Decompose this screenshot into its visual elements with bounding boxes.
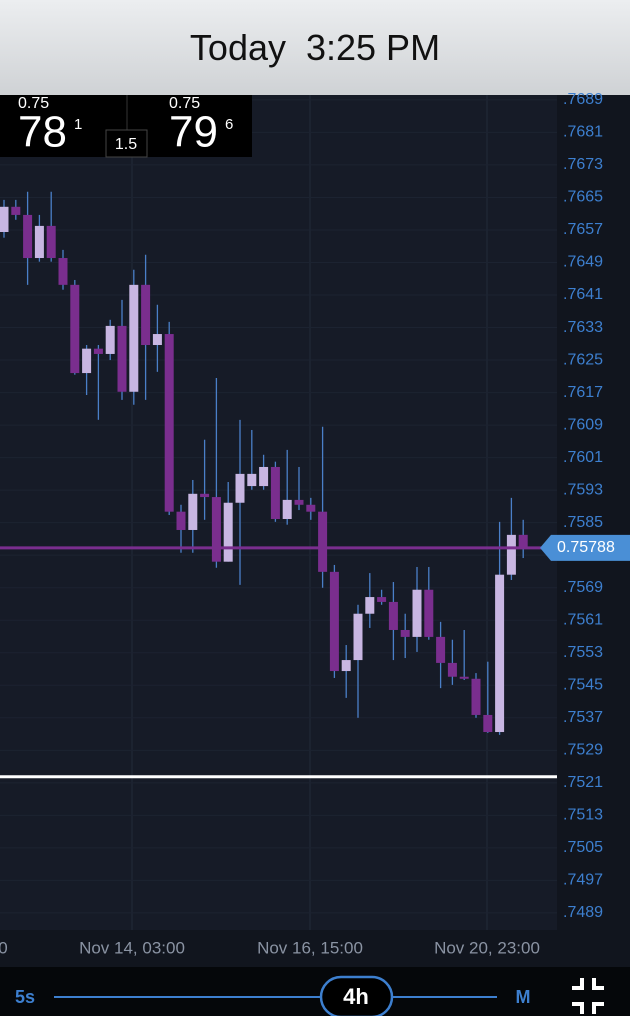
spread: 1.5 [115, 136, 137, 153]
candle-body [412, 589, 422, 637]
control-bar [0, 967, 630, 1016]
candle-body [329, 571, 339, 672]
y-tick-label: .7569 [563, 579, 603, 596]
y-tick-label: .7601 [563, 449, 603, 466]
candle-body [34, 225, 44, 259]
y-tick-label: .7633 [563, 319, 603, 336]
ask-size: 0.75 [169, 95, 200, 112]
y-tick-label: .7649 [563, 254, 603, 271]
ask-pip: 6 [225, 116, 233, 133]
candle-body [495, 574, 505, 733]
candle-body [11, 206, 21, 215]
y-tick-label: .7593 [563, 481, 603, 498]
candle-body [388, 601, 398, 630]
timeframe-pill[interactable] [319, 975, 394, 1016]
candle-body [117, 325, 127, 392]
price-tag [540, 534, 630, 561]
timeframe-min[interactable]: 5s [15, 987, 35, 1007]
candle-body [176, 511, 186, 530]
candle-body [129, 284, 139, 392]
candle-body [294, 499, 304, 505]
bid-big: 78 [18, 108, 67, 157]
x-tick-label: 0 [0, 938, 8, 957]
bid-size: 0.75 [18, 95, 49, 112]
candle-body [259, 466, 269, 487]
y-tick-label: .7689 [563, 91, 603, 108]
candle-body [353, 613, 363, 661]
y-tick-label: .7489 [563, 904, 603, 921]
candle-body [341, 660, 351, 672]
x-tick-label: Nov 20, 23:00 [434, 938, 540, 957]
candle-body [0, 206, 9, 232]
y-tick-label: .7617 [563, 384, 603, 401]
candle-body [82, 348, 92, 374]
y-tick-label: .7641 [563, 286, 603, 303]
candle-body [483, 714, 493, 733]
price-tag-label: 0.75788 [557, 539, 615, 556]
y-tick-label: .7497 [563, 872, 603, 889]
candle-body [506, 534, 516, 575]
y-tick-label: .7545 [563, 676, 603, 693]
candle-body [306, 504, 316, 512]
y-tick-label: .7537 [563, 709, 603, 726]
candle-body [282, 499, 292, 520]
candle-body [247, 473, 257, 487]
candle-body [424, 589, 434, 637]
spread-box [105, 129, 148, 158]
y-tick-label: .7521 [563, 774, 603, 791]
y-tick-label: .7513 [563, 807, 603, 824]
candle-body [377, 597, 387, 602]
candle-body [235, 473, 245, 503]
candle-body [436, 636, 446, 663]
candle-body [270, 466, 280, 520]
candle-body [23, 214, 33, 259]
candle-body [105, 325, 115, 354]
bid-pip: 1 [74, 116, 82, 133]
y-tick-label: .7665 [563, 189, 603, 206]
candle-body [447, 662, 457, 677]
candle-body [164, 334, 174, 512]
candle-body [471, 678, 481, 715]
candle-body [211, 497, 221, 562]
candle-body [70, 284, 80, 374]
y-tick-label: .7681 [563, 124, 603, 141]
candle-body [400, 629, 410, 637]
x-axis-bg [0, 930, 630, 967]
timeframe-current[interactable]: 4h [343, 984, 369, 1009]
y-tick-label: .7609 [563, 416, 603, 433]
axis-bg [557, 95, 630, 930]
y-tick-label: .7625 [563, 351, 603, 368]
y-tick-label: .7561 [563, 611, 603, 628]
header-title: Today 3:25 PM [0, 0, 630, 95]
candle-body [152, 334, 162, 346]
candle-body [518, 534, 528, 548]
candle-body [459, 676, 469, 679]
candle-body [188, 493, 198, 530]
x-tick-label: Nov 14, 03:00 [79, 938, 185, 957]
candle-body [141, 284, 151, 346]
y-tick-label: .7505 [563, 839, 603, 856]
candle-body [200, 493, 210, 498]
y-tick-label: .7553 [563, 644, 603, 661]
ask-big: 79 [169, 108, 218, 157]
candle-body [93, 348, 103, 354]
candle-body [223, 502, 233, 562]
timeframe-max[interactable]: M [516, 987, 531, 1007]
y-tick-label: .7585 [563, 514, 603, 531]
candle-body [365, 597, 375, 614]
x-tick-label: Nov 16, 15:00 [257, 938, 363, 957]
collapse-icon[interactable] [572, 978, 604, 1014]
candle-body [318, 511, 328, 572]
y-tick-label: .7657 [563, 221, 603, 238]
candle-body [58, 258, 68, 285]
candle-body [46, 225, 56, 259]
y-tick-label: .7673 [563, 156, 603, 173]
y-tick-label: .7529 [563, 742, 603, 759]
